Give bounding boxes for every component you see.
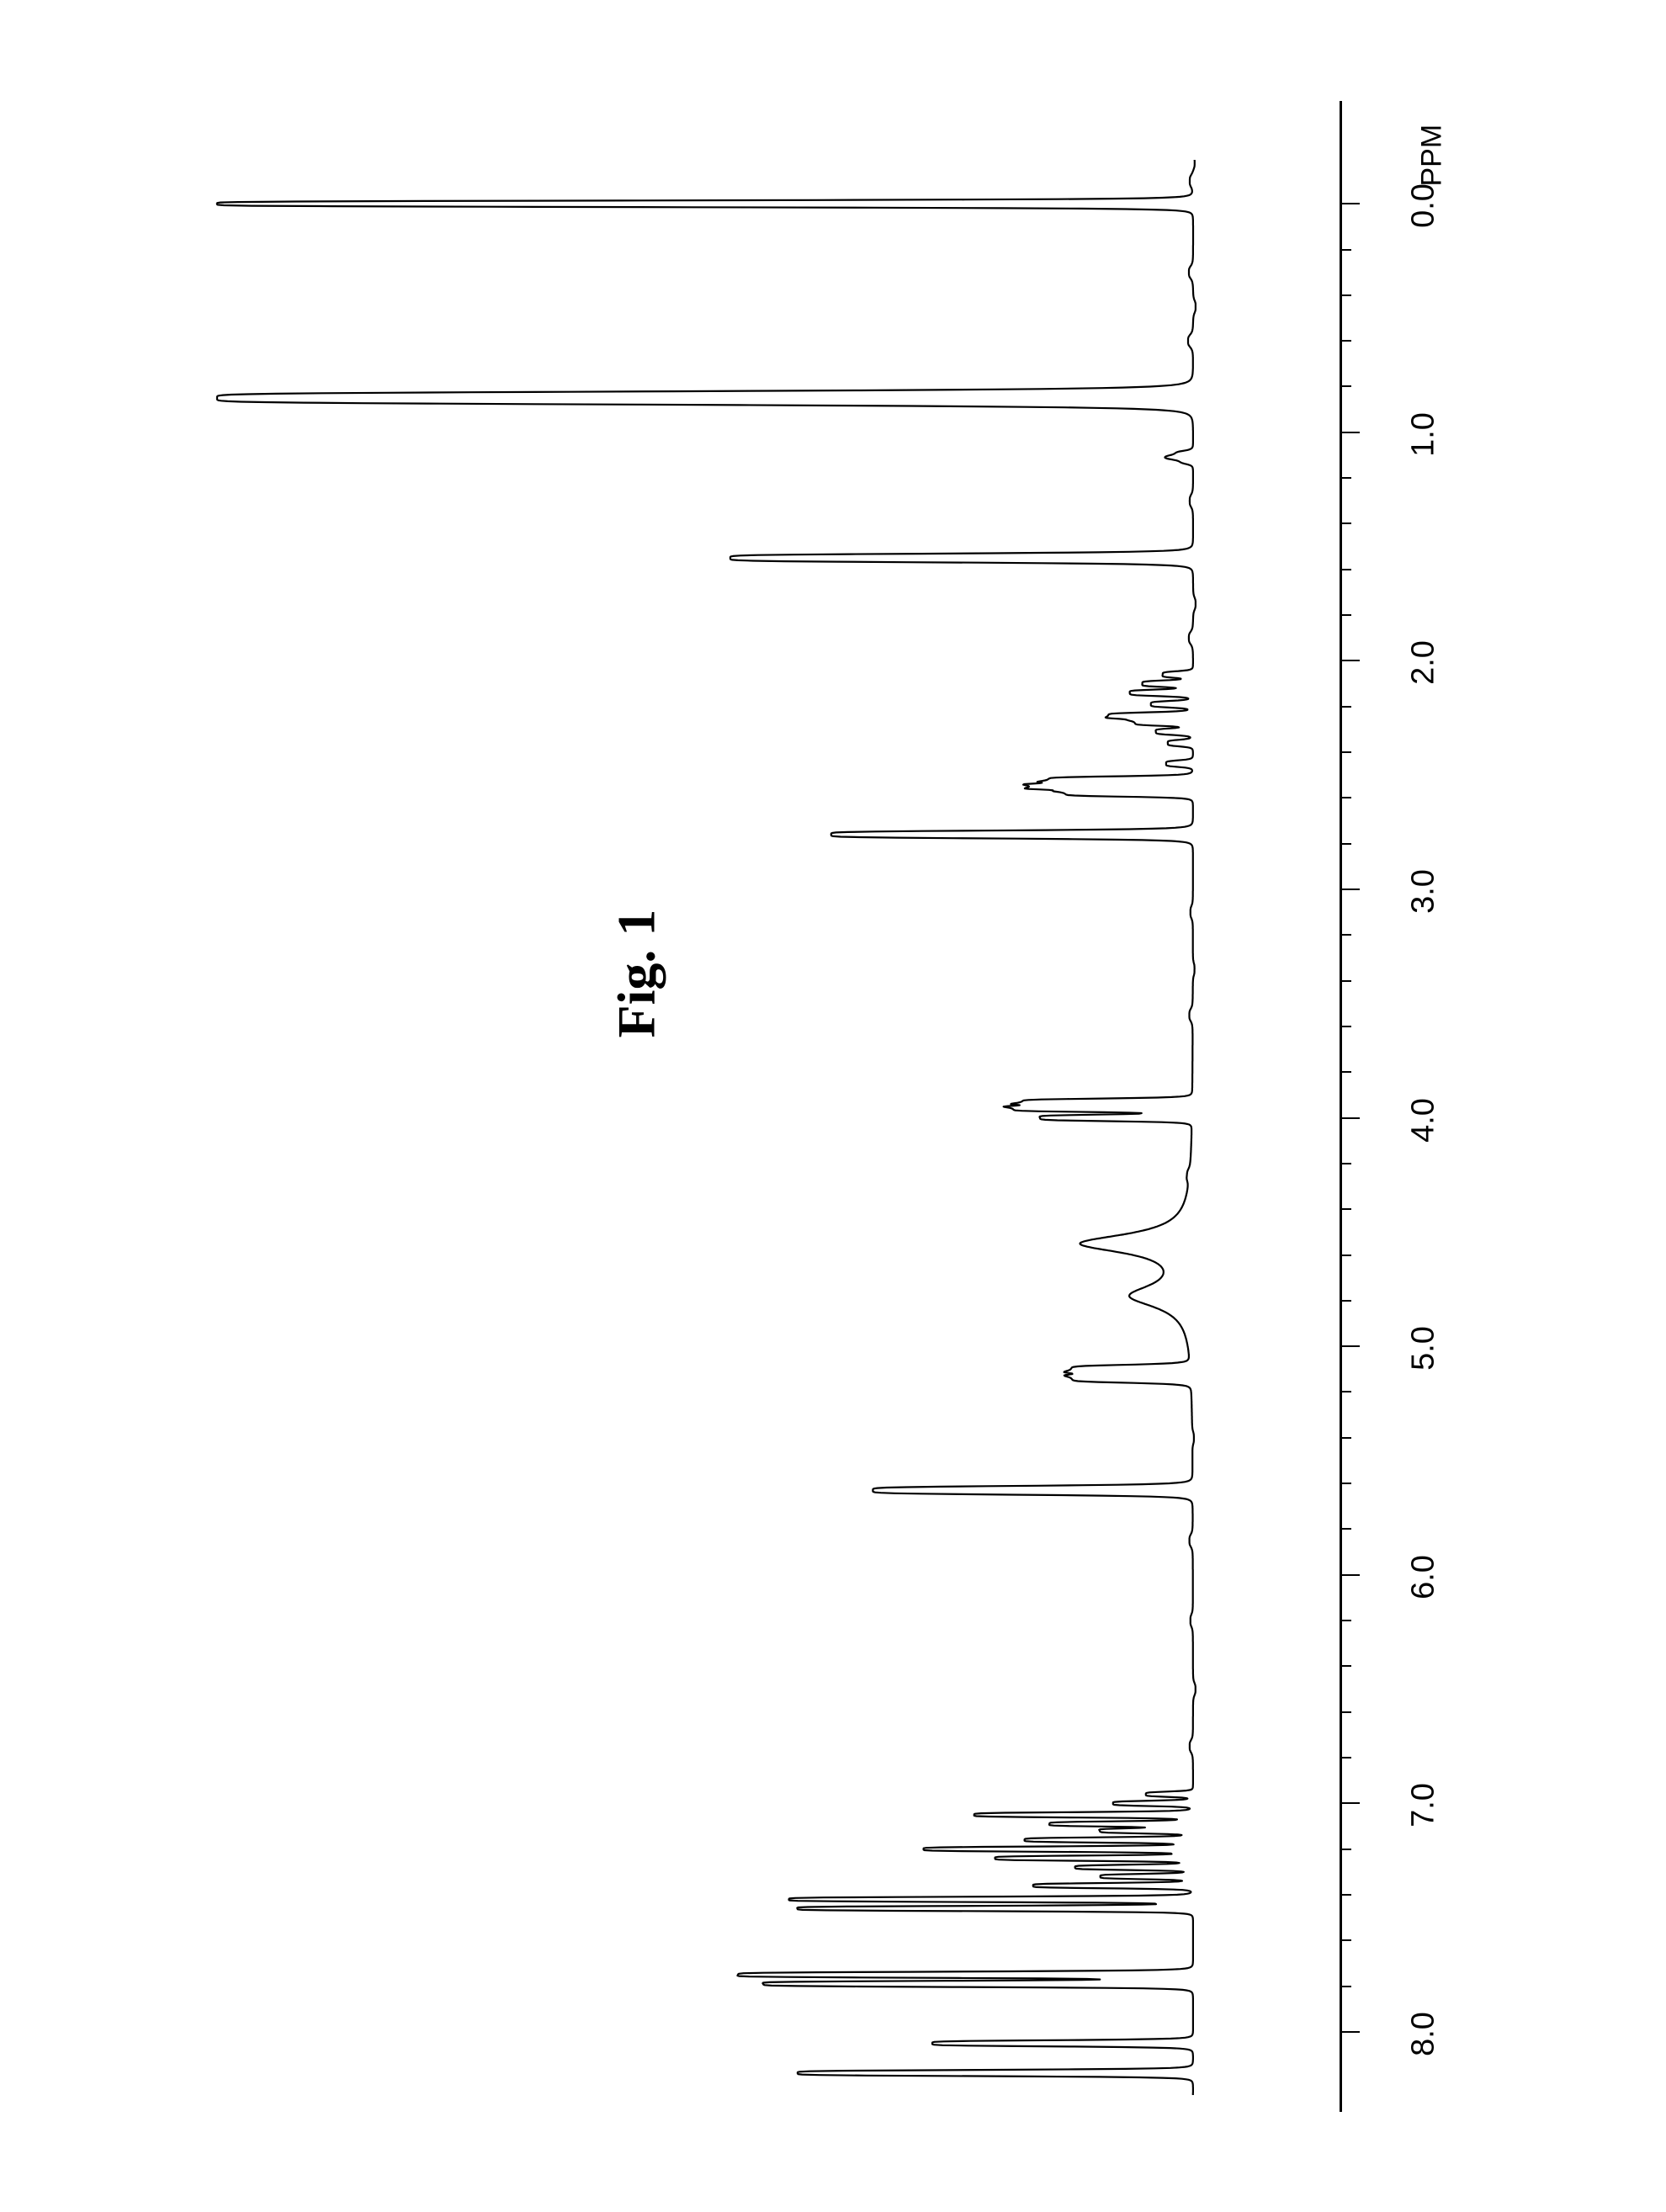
axis-tick-label: 8.0 [1406,2000,1442,2067]
axis-tick-minor [1340,1986,1351,1987]
axis-tick-minor [1340,1391,1351,1392]
axis-tick-minor [1340,522,1351,524]
axis-tick-minor [1340,614,1351,616]
axis-tick-minor [1340,1255,1351,1256]
axis-tick-major [1340,2031,1360,2033]
axis-tick-major [1340,1802,1360,1804]
axis-tick-minor [1340,1939,1351,1941]
ppm-axis: 0.01.02.03.04.05.06.07.08.0PPM [0,0,1666,2212]
axis-tick-minor [1340,1620,1351,1621]
axis-tick-minor [1340,706,1351,708]
axis-tick-minor [1340,1483,1351,1484]
axis-tick-minor [1340,751,1351,753]
axis-tick-minor [1340,477,1351,479]
axis-tick-minor [1340,1300,1351,1302]
axis-tick-label: 5.0 [1406,1315,1442,1382]
axis-tick-major [1340,1117,1360,1119]
axis-tick-minor [1340,1665,1351,1667]
axis-tick-major [1340,660,1360,661]
axis-tick-minor [1340,385,1351,387]
axis-tick-minor [1340,843,1351,845]
axis-tick-major [1340,432,1360,433]
axis-tick-label: 1.0 [1406,400,1442,468]
axis-tick-minor [1340,980,1351,982]
axis-tick-minor [1340,294,1351,296]
axis-tick-minor [1340,1757,1351,1758]
axis-tick-label: 4.0 [1406,1086,1442,1154]
axis-tick-label: 6.0 [1406,1543,1442,1610]
axis-tick-label: 7.0 [1406,1772,1442,1839]
axis-line [1340,101,1342,2112]
axis-tick-label: 3.0 [1406,857,1442,925]
axis-tick-minor [1340,1208,1351,1210]
axis-tick-minor [1340,1528,1351,1530]
axis-tick-minor [1340,1849,1351,1850]
axis-tick-minor [1340,1711,1351,1713]
axis-tick-major [1340,203,1360,204]
axis-tick-minor [1340,1894,1351,1896]
axis-tick-minor [1340,1163,1351,1164]
axis-tick-minor [1340,1026,1351,1027]
axis-tick-minor [1340,340,1351,342]
axis-tick-minor [1340,1437,1351,1439]
axis-tick-minor [1340,249,1351,251]
axis-tick-minor [1340,934,1351,936]
axis-tick-label: 2.0 [1406,629,1442,697]
axis-unit-label: PPM [1416,103,1449,187]
axis-tick-minor [1340,797,1351,798]
axis-tick-major [1340,1345,1360,1347]
axis-tick-minor [1340,1071,1351,1073]
axis-tick-major [1340,1574,1360,1576]
axis-tick-minor [1340,569,1351,570]
axis-tick-major [1340,889,1360,890]
